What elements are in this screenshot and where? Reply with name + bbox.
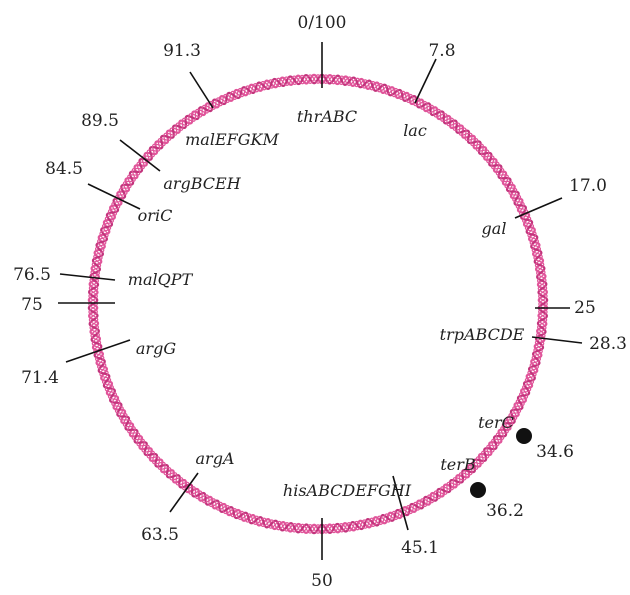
gene-label-argA: argA: [196, 449, 235, 468]
gene-label-trpABCDE: trpABCDE: [440, 325, 525, 344]
pos-label-argA: 63.5: [141, 525, 179, 545]
pos-label-argG: 71.4: [21, 368, 59, 388]
gene-label-gal: gal: [482, 219, 507, 238]
pos-label-75: 75: [21, 295, 43, 315]
gene-label-argG: argG: [136, 339, 176, 358]
gene-label-argBCEH: argBCEH: [163, 174, 241, 193]
pos-label-oriC: 84.5: [45, 159, 83, 179]
tick-argG: [65, 339, 131, 363]
terB-marker: [470, 482, 486, 498]
dna-strand: [87, 73, 549, 535]
pos-label-terB: 36.2: [486, 501, 524, 521]
dna-strand: [88, 74, 548, 534]
pos-label-lac: 7.8: [428, 41, 455, 61]
pos-label-25: 25: [574, 298, 596, 318]
gene-label-terC: terC: [478, 413, 514, 432]
pos-label-malEFGKM: 91.3: [163, 41, 201, 61]
gene-label-oriC: oriC: [138, 206, 173, 225]
gene-label-malQPT: malQPT: [128, 270, 194, 289]
tick-his: [392, 475, 409, 531]
pos-label-trp: 28.3: [589, 334, 627, 354]
pos-label-50: 50: [311, 571, 333, 591]
tick-argBCEH: [119, 139, 161, 172]
gene-label-malEFGKM: malEFGKM: [185, 130, 279, 149]
terC-marker: [516, 428, 532, 444]
pos-label-his: 45.1: [401, 538, 439, 558]
dna-strand: [88, 74, 548, 534]
tick-lac: [414, 58, 437, 104]
pos-label-0-100: 0/100: [298, 13, 347, 33]
gene-label-terB: terB: [440, 455, 476, 474]
gene-label-hisABCDEFGHI: hisABCDEFGHI: [283, 481, 412, 500]
pos-label-argBCEH: 89.5: [81, 111, 119, 131]
tick-oriC: [87, 183, 141, 210]
pos-label-gal: 17.0: [569, 176, 607, 196]
gene-label-thrABC: thrABC: [297, 107, 357, 126]
tick-malEFGKM: [189, 71, 214, 109]
dna-circle: [87, 73, 549, 535]
tick-gal: [514, 197, 563, 219]
dna-strand: [87, 73, 549, 535]
pos-label-malQPT: 76.5: [13, 265, 51, 285]
pos-label-terC: 34.6: [536, 442, 574, 462]
tick-trp: [531, 336, 583, 344]
tick-malQPT: [59, 273, 116, 281]
gene-label-lac: lac: [403, 121, 427, 140]
tick-argA: [169, 472, 199, 513]
